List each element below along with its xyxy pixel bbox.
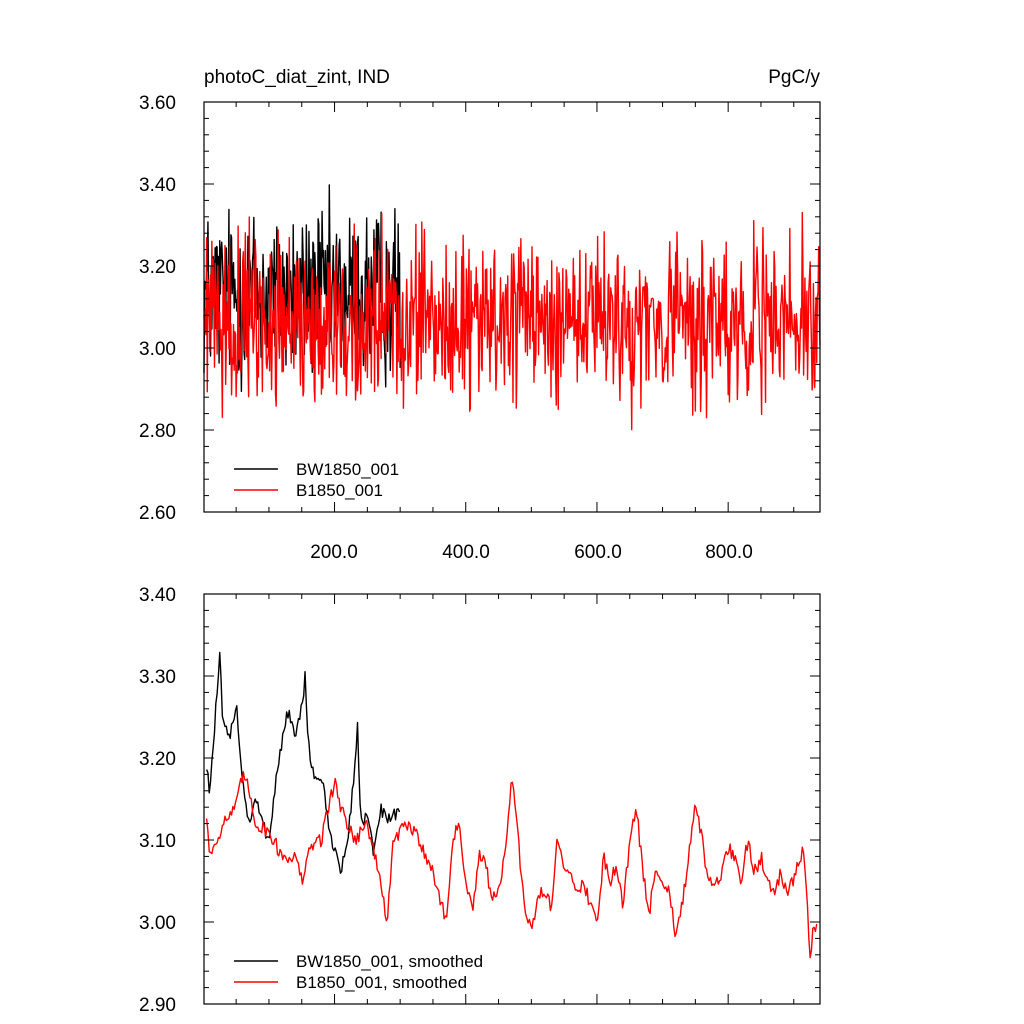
bottom-legend: BW1850_001, smoothed B1850_001, smoothed: [234, 952, 483, 992]
top-legend-label-b1850: B1850_001: [296, 481, 383, 500]
top-title-left: photoC_diat_zint, IND: [204, 67, 390, 88]
bottom-y-tick-label-3.00: 3.00: [139, 913, 176, 934]
top-title-right: PgC/y: [768, 67, 820, 88]
top-y-tick-label-3.40: 3.40: [139, 175, 176, 196]
bottom-legend-label-bw1850: BW1850_001, smoothed: [296, 952, 483, 971]
bottom-y-tick-label-3.30: 3.30: [139, 667, 176, 688]
bottom-series-group: [205, 651, 818, 959]
series-line-b1850-001-smoothed: [205, 771, 818, 959]
top-legend-label-bw1850: BW1850_001: [296, 460, 399, 479]
bottom-y-tick-label-3.20: 3.20: [139, 749, 176, 770]
bottom-panel: 3.40 3.30 3.20 3.10 3.00 2.90 BW1850_001…: [139, 585, 821, 1016]
top-panel: photoC_diat_zint, IND PgC/y 3.60 3.40 3.…: [139, 67, 821, 563]
bottom-plot-frame: [203, 593, 821, 1005]
bottom-y-tick-label-3.10: 3.10: [139, 831, 176, 852]
top-plot-frame: [203, 101, 821, 513]
top-x-tick-label-600: 600.0: [574, 542, 622, 563]
top-series-group: [203, 184, 821, 431]
series-line-bw1850-001-smoothed: [205, 651, 401, 874]
top-x-tick-label-800: 800.0: [705, 542, 753, 563]
top-legend: BW1850_001 B1850_001: [234, 460, 399, 500]
top-y-tick-label-3.60: 3.60: [139, 93, 176, 114]
top-x-tick-label-200: 200.0: [310, 542, 358, 563]
top-y-tick-label-2.80: 2.80: [139, 421, 176, 442]
top-y-tick-label-3.00: 3.00: [139, 339, 176, 360]
top-y-tick-label-2.60: 2.60: [139, 503, 176, 524]
series-line-b1850-001: [203, 211, 821, 431]
top-x-tick-label-400: 400.0: [442, 542, 490, 563]
bottom-y-tick-label-3.40: 3.40: [139, 585, 176, 606]
bottom-y-tick-label-2.90: 2.90: [139, 995, 176, 1016]
top-y-tick-label-3.20: 3.20: [139, 257, 176, 278]
bottom-legend-label-b1850: B1850_001, smoothed: [296, 973, 467, 992]
